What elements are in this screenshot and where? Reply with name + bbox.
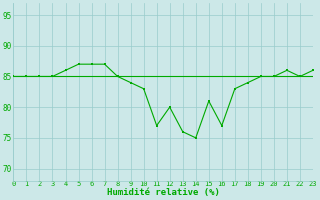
X-axis label: Humidité relative (%): Humidité relative (%): [107, 188, 220, 197]
